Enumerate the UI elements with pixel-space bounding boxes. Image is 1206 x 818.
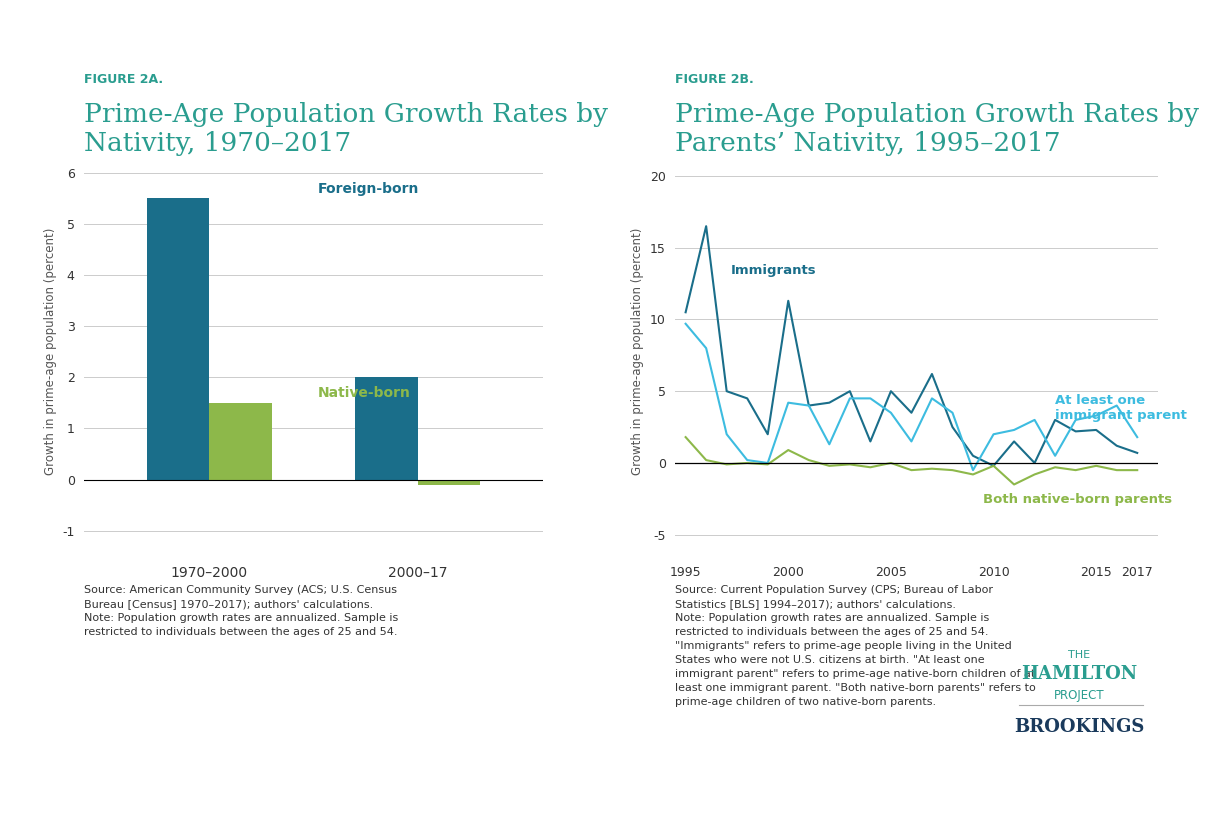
Text: Source: American Community Survey (ACS; U.S. Census
Bureau [Census] 1970–2017); : Source: American Community Survey (ACS; …	[84, 585, 399, 637]
Text: Prime-Age Population Growth Rates by: Prime-Age Population Growth Rates by	[84, 102, 608, 128]
Bar	[147, 199, 210, 479]
Text: Prime-Age Population Growth Rates by: Prime-Age Population Growth Rates by	[675, 102, 1199, 128]
Text: Parents’ Nativity, 1995–2017: Parents’ Nativity, 1995–2017	[675, 131, 1061, 156]
Text: HAMILTON: HAMILTON	[1021, 665, 1137, 683]
Bar	[210, 403, 271, 479]
Text: Foreign-born: Foreign-born	[317, 182, 420, 196]
Text: FIGURE 2A.: FIGURE 2A.	[84, 73, 164, 86]
Text: BROOKINGS: BROOKINGS	[1014, 718, 1144, 736]
Text: Nativity, 1970–2017: Nativity, 1970–2017	[84, 131, 352, 156]
Text: Source: Current Population Survey (CPS; Bureau of Labor
Statistics [BLS] 1994–20: Source: Current Population Survey (CPS; …	[675, 585, 1036, 707]
Text: Immigrants: Immigrants	[731, 263, 816, 276]
Bar	[356, 377, 417, 479]
Text: PROJECT: PROJECT	[1054, 690, 1105, 703]
Text: Both native-born parents: Both native-born parents	[983, 493, 1172, 506]
Text: At least one
immigrant parent: At least one immigrant parent	[1055, 394, 1187, 422]
Y-axis label: Growth in prime-age population (percent): Growth in prime-age population (percent)	[43, 228, 57, 475]
Y-axis label: Growth in prime-age population (percent): Growth in prime-age population (percent)	[631, 228, 644, 475]
Text: FIGURE 2B.: FIGURE 2B.	[675, 73, 754, 86]
Bar	[417, 479, 480, 484]
Text: Native-born: Native-born	[317, 386, 410, 400]
Text: THE: THE	[1069, 650, 1090, 660]
